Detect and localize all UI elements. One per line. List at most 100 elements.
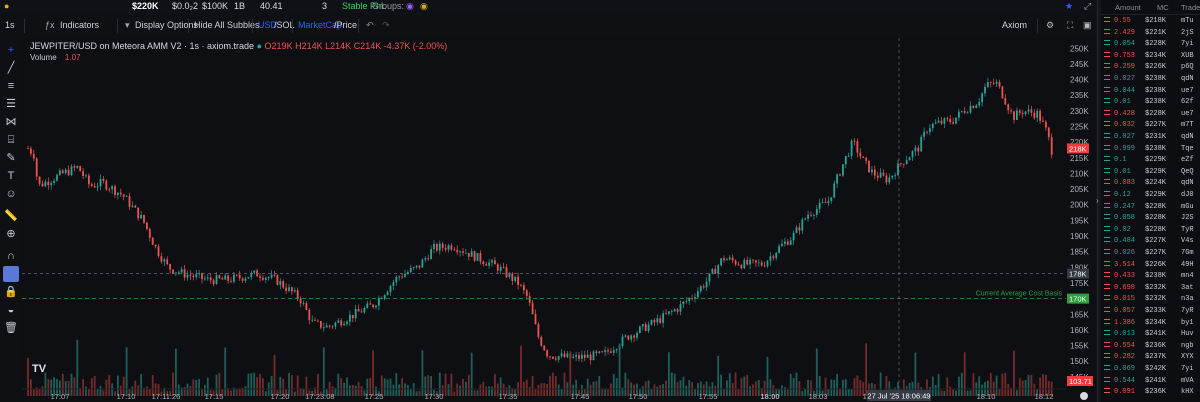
candle-body[interactable] — [581, 354, 583, 359]
trade-trader[interactable]: QeQ — [1181, 167, 1194, 176]
candle-body[interactable] — [282, 281, 285, 288]
candle-body[interactable] — [1021, 113, 1024, 114]
candle-body[interactable] — [50, 182, 53, 186]
candle-body[interactable] — [682, 301, 685, 304]
candle-body[interactable] — [882, 172, 885, 176]
candle-body[interactable] — [931, 123, 934, 129]
candle-body[interactable] — [279, 281, 282, 285]
trade-row[interactable]: 0.433 $238K mn4 — [1101, 271, 1200, 282]
candle-body[interactable] — [285, 287, 287, 291]
text-icon[interactable]: T — [7, 170, 15, 182]
candle-body[interactable] — [465, 252, 467, 254]
candle-body[interactable] — [375, 305, 377, 308]
candle-body[interactable] — [117, 192, 119, 195]
candle-body[interactable] — [433, 244, 435, 250]
candle-body[interactable] — [534, 314, 537, 325]
star-icon[interactable]: ● — [4, 1, 10, 11]
candle-body[interactable] — [496, 264, 499, 271]
candle-body[interactable] — [914, 147, 917, 152]
projection-icon[interactable]: ⌸ — [7, 134, 15, 146]
candle-body[interactable] — [833, 183, 836, 198]
candle-body[interactable] — [650, 319, 653, 325]
candle-body[interactable] — [850, 140, 853, 156]
candle-body[interactable] — [688, 298, 691, 302]
eye-icon[interactable]: ◒ — [7, 304, 15, 316]
candle-body[interactable] — [992, 82, 995, 84]
candle-body[interactable] — [82, 171, 84, 176]
trade-row[interactable]: 2.429 $221K 2jS — [1101, 28, 1200, 39]
candle-body[interactable] — [476, 253, 479, 261]
candle-body[interactable] — [369, 303, 372, 305]
candle-body[interactable] — [444, 247, 447, 250]
candle-body[interactable] — [35, 158, 38, 177]
candle-body[interactable] — [528, 296, 531, 303]
candle-body[interactable] — [241, 278, 244, 281]
magnet-icon[interactable]: ∩ — [7, 250, 15, 262]
candle-body[interactable] — [398, 276, 401, 278]
candle-body[interactable] — [392, 282, 395, 286]
star-filled-icon[interactable]: ★ — [1065, 1, 1074, 11]
trade-trader[interactable]: qdN — [1181, 133, 1194, 141]
candle-body[interactable] — [995, 81, 998, 84]
candle-body[interactable] — [897, 163, 899, 176]
candle-body[interactable] — [264, 277, 267, 280]
candle-body[interactable] — [485, 264, 488, 266]
candle-body[interactable] — [697, 291, 699, 298]
candle-body[interactable] — [894, 175, 896, 177]
trade-trader[interactable]: 7yR — [1181, 307, 1194, 315]
candle-body[interactable] — [67, 169, 70, 176]
candle-body[interactable] — [85, 175, 87, 177]
candle-body[interactable] — [427, 258, 430, 260]
candle-body[interactable] — [972, 105, 975, 109]
candle-body[interactable] — [717, 265, 720, 274]
candle-body[interactable] — [456, 249, 459, 253]
candle-body[interactable] — [386, 292, 389, 296]
candle-body[interactable] — [351, 314, 354, 319]
candle-body[interactable] — [566, 353, 569, 358]
candle-body[interactable] — [148, 228, 151, 238]
trade-trader[interactable]: eZf — [1181, 156, 1194, 165]
trade-trader[interactable]: 7Gm — [1181, 249, 1194, 257]
candle-body[interactable] — [360, 311, 363, 313]
candle-body[interactable] — [317, 320, 319, 322]
trade-row[interactable]: 0.058 $228K J2S — [1101, 213, 1200, 224]
candle-body[interactable] — [749, 259, 751, 265]
candle-body[interactable] — [441, 243, 444, 248]
candle-body[interactable] — [212, 280, 215, 285]
candle-body[interactable] — [27, 148, 29, 150]
candle-body[interactable] — [601, 351, 604, 353]
candle-body[interactable] — [905, 160, 908, 164]
candle-body[interactable] — [372, 304, 374, 308]
candle-body[interactable] — [557, 356, 560, 360]
candle-body[interactable] — [273, 274, 276, 276]
candle-body[interactable] — [163, 259, 166, 262]
candle-body[interactable] — [151, 237, 154, 245]
candle-body[interactable] — [473, 251, 476, 261]
candle-body[interactable] — [1045, 121, 1047, 128]
candle-body[interactable] — [102, 179, 105, 181]
candle-body[interactable] — [224, 275, 227, 280]
price-toggle[interactable]: /Price — [334, 20, 358, 30]
candle-body[interactable] — [93, 185, 96, 188]
candle-body[interactable] — [673, 309, 676, 312]
candle-body[interactable] — [934, 122, 937, 124]
candle-body[interactable] — [575, 355, 577, 357]
trade-row[interactable]: 0.01 $238K 62f — [1101, 97, 1200, 108]
candle-body[interactable] — [169, 264, 171, 270]
candle-body[interactable] — [467, 252, 470, 257]
candle-body[interactable] — [253, 270, 256, 273]
candle-body[interactable] — [41, 183, 44, 187]
candle-body[interactable] — [491, 260, 493, 263]
trade-trader[interactable]: qdN — [1181, 179, 1194, 188]
candle-body[interactable] — [679, 303, 682, 312]
candle-body[interactable] — [218, 275, 221, 279]
candle-body[interactable] — [409, 268, 412, 273]
candle-body[interactable] — [325, 325, 328, 328]
candle-body[interactable] — [572, 356, 575, 358]
indicators-button[interactable]: Indicators — [60, 20, 100, 30]
candle-body[interactable] — [960, 111, 963, 112]
candle-body[interactable] — [798, 227, 801, 231]
candle-body[interactable] — [186, 274, 189, 278]
trade-trader[interactable]: qdN — [1181, 75, 1194, 83]
trade-trader[interactable]: 7yi — [1181, 40, 1194, 49]
